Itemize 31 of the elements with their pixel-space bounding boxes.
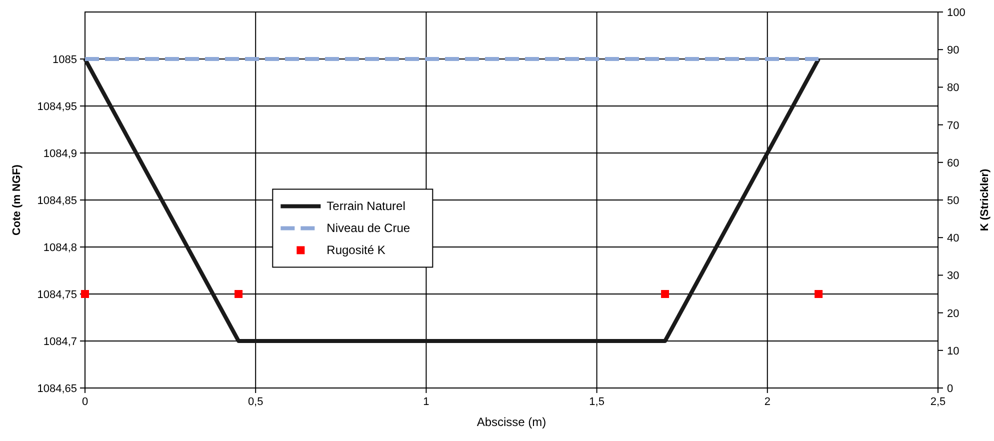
x-axis-title: Abscisse (m) — [476, 415, 546, 429]
x-tick-label: 2 — [764, 396, 770, 408]
y-tick-label: 1084,65 — [37, 383, 77, 395]
y-tick-label: 1084,9 — [43, 148, 77, 160]
legend-label: Niveau de Crue — [326, 221, 410, 236]
y-axis-title: Cote (m NGF) — [11, 164, 23, 236]
y2-axis-title: K (Strickler) — [979, 168, 991, 232]
y2-tick-label: 10 — [947, 345, 960, 358]
y2-tick-label: 0 — [947, 383, 954, 395]
x-tick-label: 0,5 — [248, 396, 264, 408]
y2-tick-label: 80 — [947, 82, 960, 94]
x-tick-label: 1 — [423, 396, 430, 408]
x-tick-label: 0 — [82, 396, 88, 408]
y2-tick-label: 20 — [947, 308, 960, 320]
x-tick-label: 2,5 — [930, 396, 946, 408]
y2-tick-label: 100 — [947, 7, 966, 19]
y2-tick-label: 40 — [947, 232, 960, 245]
legend-label: Terrain Naturel — [326, 199, 406, 214]
y-tick-label: 1084,95 — [37, 101, 77, 113]
legend-label: Rugosité K — [326, 243, 386, 258]
y2-tick-label: 50 — [947, 195, 960, 207]
y-tick-label: 1084,75 — [37, 289, 77, 301]
y2-tick-label: 30 — [947, 270, 960, 282]
y-tick-label: 1085 — [52, 54, 77, 66]
y2-tick-label: 90 — [947, 44, 960, 57]
y2-tick-label: 60 — [947, 157, 960, 170]
y2-tick-label: 70 — [947, 120, 960, 132]
y-tick-label: 1084,7 — [43, 336, 77, 348]
y-tick-label: 1084,8 — [43, 242, 77, 254]
x-tick-label: 1,5 — [589, 396, 604, 408]
y-tick-label: 1084,85 — [37, 195, 77, 207]
